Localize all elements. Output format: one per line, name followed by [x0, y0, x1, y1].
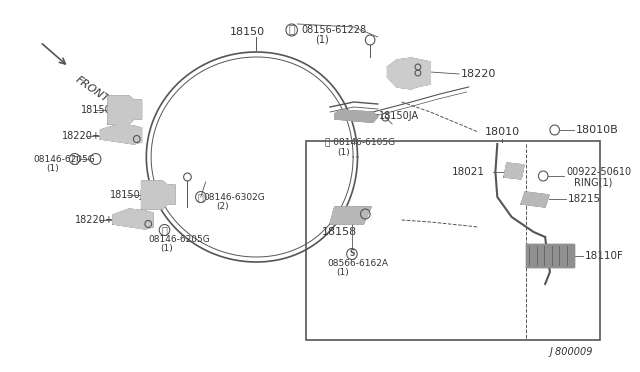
- Text: Ⓑ: Ⓑ: [198, 192, 204, 202]
- Text: S: S: [349, 250, 355, 259]
- Text: 18010: 18010: [484, 127, 520, 137]
- Polygon shape: [108, 96, 141, 124]
- Polygon shape: [526, 244, 574, 267]
- Text: (1): (1): [337, 148, 350, 157]
- Bar: [306, 141, 600, 340]
- Polygon shape: [113, 209, 153, 229]
- Text: FRONT: FRONT: [74, 74, 111, 104]
- Polygon shape: [387, 58, 430, 89]
- Polygon shape: [141, 181, 175, 209]
- Text: RING(1): RING(1): [574, 177, 612, 187]
- Text: 18110F: 18110F: [586, 251, 624, 261]
- Text: Ⓑ: Ⓑ: [289, 25, 295, 35]
- Text: 18220+B: 18220+B: [75, 215, 120, 225]
- Text: 08566-6162A: 08566-6162A: [327, 259, 388, 267]
- Polygon shape: [335, 110, 378, 122]
- Text: 18021: 18021: [452, 167, 485, 177]
- Text: (1): (1): [161, 244, 173, 253]
- Text: (1): (1): [337, 267, 349, 276]
- Text: (2): (2): [216, 202, 228, 211]
- Text: Ⓑ: Ⓑ: [72, 154, 77, 164]
- Text: 18150JA: 18150JA: [379, 111, 419, 121]
- Text: 18220+A: 18220+A: [62, 131, 108, 141]
- Text: 08156-61228: 08156-61228: [301, 25, 366, 35]
- Text: 18150J: 18150J: [110, 190, 143, 200]
- Text: 08146-6205G: 08146-6205G: [148, 234, 210, 244]
- Text: 18010B: 18010B: [576, 125, 618, 135]
- Polygon shape: [100, 124, 141, 144]
- Text: (1): (1): [316, 34, 330, 44]
- Text: Ⓑ: Ⓑ: [161, 225, 168, 235]
- Text: 18150: 18150: [230, 27, 265, 37]
- Text: 18215: 18215: [568, 194, 601, 204]
- Text: 18150J: 18150J: [81, 105, 115, 115]
- Text: (1): (1): [46, 164, 59, 173]
- Text: J 800009: J 800009: [550, 347, 593, 357]
- Text: Ⓑ 08146-6105G: Ⓑ 08146-6105G: [325, 138, 396, 147]
- Polygon shape: [330, 207, 371, 224]
- Polygon shape: [521, 192, 549, 207]
- Text: 08146-6205G: 08146-6205G: [33, 154, 95, 164]
- Text: 08146-6302G: 08146-6302G: [204, 192, 266, 202]
- Text: 00922-50610: 00922-50610: [566, 167, 631, 177]
- Polygon shape: [504, 163, 524, 179]
- Text: 18158: 18158: [322, 227, 357, 237]
- Text: 18220: 18220: [461, 69, 497, 79]
